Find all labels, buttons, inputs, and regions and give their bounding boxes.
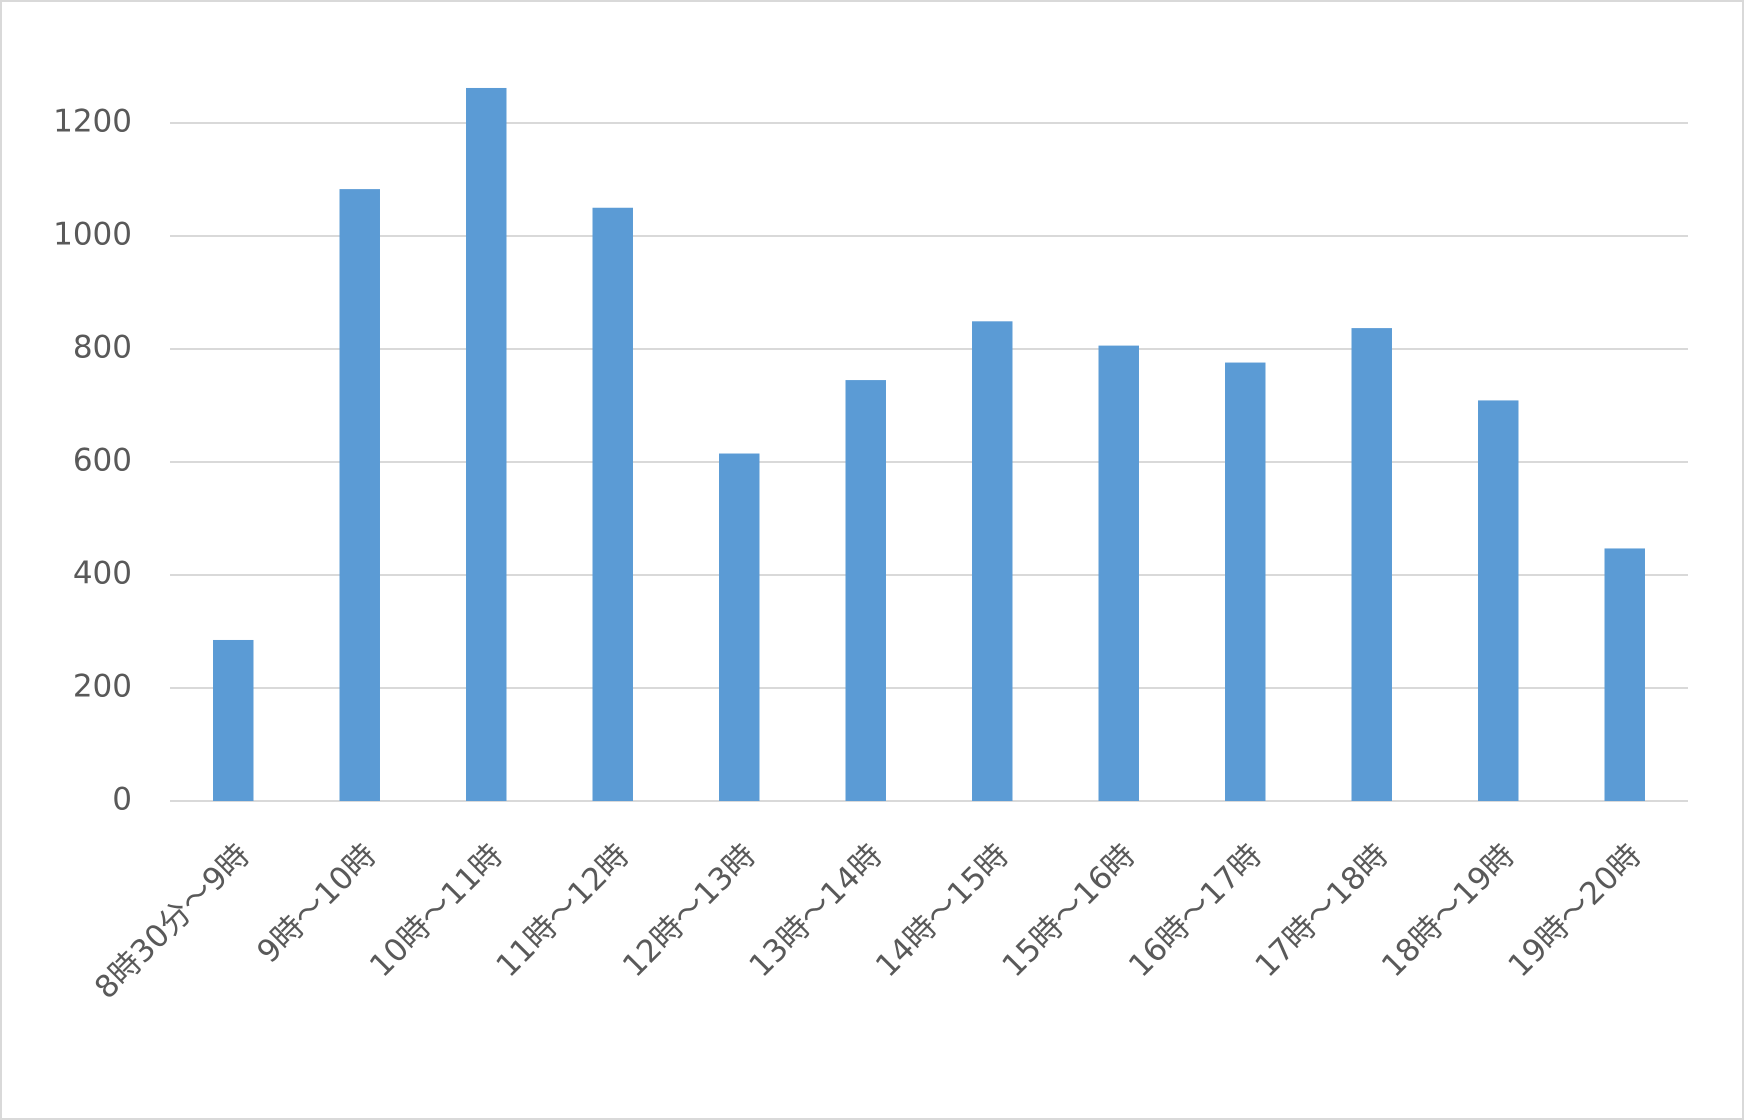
y-tick-label: 800 xyxy=(73,330,132,366)
bar xyxy=(845,380,886,801)
bar xyxy=(1098,345,1139,801)
bar xyxy=(213,639,254,801)
y-tick-label: 200 xyxy=(73,669,132,705)
y-tick-label: 400 xyxy=(73,556,132,592)
bar xyxy=(972,321,1013,801)
bar xyxy=(1604,548,1645,801)
bar xyxy=(339,189,380,802)
bar xyxy=(466,87,507,802)
bar xyxy=(1225,362,1266,801)
bar xyxy=(719,453,760,801)
bar xyxy=(1478,400,1519,801)
y-tick-label: 1000 xyxy=(53,217,132,253)
bar xyxy=(592,207,633,801)
y-tick-label: 1200 xyxy=(53,104,132,140)
bar xyxy=(1351,328,1392,801)
y-tick-label: 0 xyxy=(112,782,132,818)
y-tick-label: 600 xyxy=(73,443,132,479)
